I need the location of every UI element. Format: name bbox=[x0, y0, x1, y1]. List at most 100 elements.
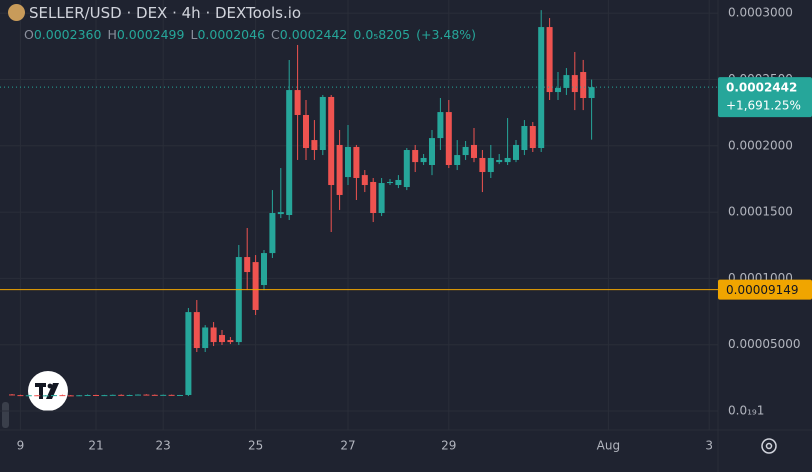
candle-body bbox=[42, 395, 49, 397]
y-tick-label: 0.00005000 bbox=[728, 337, 801, 351]
x-tick-label: 25 bbox=[248, 439, 263, 453]
candle-body bbox=[185, 312, 192, 395]
ohlc-row: O0.0002360 H0.0002499 L0.0002046 C0.0002442… bbox=[24, 27, 476, 42]
candle-body bbox=[361, 175, 368, 186]
candle-body bbox=[252, 262, 259, 310]
candle-body bbox=[25, 395, 32, 397]
candle-body bbox=[109, 394, 116, 396]
candle-body bbox=[126, 394, 133, 396]
candle-body bbox=[462, 146, 469, 156]
candle-body bbox=[429, 138, 435, 165]
change: 0.0₅8205 bbox=[353, 27, 411, 42]
candle-body bbox=[336, 144, 343, 195]
logo bbox=[28, 371, 68, 411]
candle-body bbox=[487, 157, 494, 173]
candle-body bbox=[84, 394, 91, 396]
candle-body bbox=[118, 394, 125, 396]
y-tick-label: 0.0₁₉1 bbox=[728, 404, 764, 418]
title: SELLER/USD · DEX · 4h · DEXTools.io bbox=[29, 4, 302, 22]
candle-body bbox=[76, 395, 83, 397]
candle-body bbox=[93, 394, 99, 396]
candle-body bbox=[328, 96, 335, 186]
ohlc-value: 0.0002360 bbox=[33, 27, 102, 42]
candle-body bbox=[311, 140, 318, 151]
candle-body bbox=[51, 395, 57, 397]
x-tick-label: 3 bbox=[705, 439, 713, 453]
candle-body bbox=[353, 146, 360, 178]
candle-body bbox=[378, 183, 385, 214]
candle-body bbox=[479, 157, 486, 173]
x-tick-label: 29 bbox=[441, 439, 456, 453]
candle-body bbox=[546, 27, 553, 93]
candle-body bbox=[9, 394, 15, 396]
settings-icon[interactable] bbox=[761, 438, 777, 454]
x-tick-label: 23 bbox=[156, 439, 171, 453]
candle-body bbox=[269, 213, 276, 254]
candle-body bbox=[244, 257, 251, 273]
candle-body bbox=[227, 340, 234, 343]
candle-body bbox=[219, 335, 225, 343]
y-tick-label: 0.0001500 bbox=[728, 205, 793, 219]
reference-label-box bbox=[718, 279, 812, 300]
ohlc-value: 0.0002499 bbox=[116, 27, 185, 42]
candle-body bbox=[202, 327, 209, 349]
candle-body bbox=[168, 394, 175, 396]
candle-body bbox=[101, 395, 108, 397]
candle-body bbox=[420, 157, 427, 163]
candle-body bbox=[319, 96, 326, 151]
last-price-label: 0.0002442 bbox=[726, 81, 797, 95]
ohlc-label: C bbox=[271, 27, 280, 42]
header: SELLER/USD · DEX · 4h · DEXTools.io bbox=[8, 2, 301, 24]
candles bbox=[9, 10, 595, 397]
candle-body bbox=[286, 90, 293, 215]
candle-body bbox=[135, 394, 141, 396]
ohlc-label: L bbox=[190, 27, 198, 42]
candle-body bbox=[504, 157, 511, 163]
candle-body bbox=[67, 395, 74, 397]
candle-body bbox=[370, 181, 377, 214]
ohlc-label: O bbox=[24, 27, 34, 42]
candle-body bbox=[151, 394, 158, 396]
ohlc-value: 0.0002046 bbox=[197, 27, 266, 42]
ohlc-label: H bbox=[107, 27, 117, 42]
candle-body bbox=[555, 87, 561, 93]
candle-body bbox=[143, 394, 150, 396]
candle-body bbox=[177, 394, 183, 396]
candle-body bbox=[496, 159, 503, 163]
candle-body bbox=[387, 181, 393, 184]
candle-body bbox=[59, 395, 66, 397]
candle-body bbox=[277, 212, 284, 215]
candle-body bbox=[17, 395, 24, 397]
candle-body bbox=[261, 253, 267, 286]
candle-body bbox=[471, 144, 477, 158]
x-tick-label: 9 bbox=[17, 439, 25, 453]
scrollbar[interactable] bbox=[2, 402, 9, 428]
change-percent: (+3.48%) bbox=[416, 27, 477, 42]
candle-body bbox=[160, 394, 167, 396]
last-price-change: +1,691.25% bbox=[726, 99, 801, 113]
candle-body bbox=[235, 257, 242, 343]
x-tick-label: Aug bbox=[597, 439, 620, 453]
candle-body bbox=[403, 150, 410, 188]
last-price-box bbox=[718, 77, 812, 118]
candle-body bbox=[571, 75, 578, 93]
candle-body bbox=[294, 90, 301, 115]
candle-body bbox=[34, 395, 41, 397]
candle-body bbox=[563, 75, 570, 88]
candle-body bbox=[454, 155, 461, 165]
candle-body bbox=[437, 112, 444, 139]
candle-body bbox=[210, 327, 217, 343]
candle-body bbox=[445, 112, 452, 165]
candle-body bbox=[513, 144, 519, 160]
candle-body bbox=[529, 126, 536, 149]
candle-body bbox=[538, 27, 545, 149]
candle-body bbox=[303, 114, 309, 149]
x-tick-label: 27 bbox=[340, 439, 355, 453]
candle-body bbox=[395, 179, 402, 186]
ohlc-value: 0.0002442 bbox=[279, 27, 348, 42]
token-icon bbox=[8, 4, 25, 21]
candle-body bbox=[588, 87, 595, 99]
candle-body bbox=[580, 72, 587, 99]
